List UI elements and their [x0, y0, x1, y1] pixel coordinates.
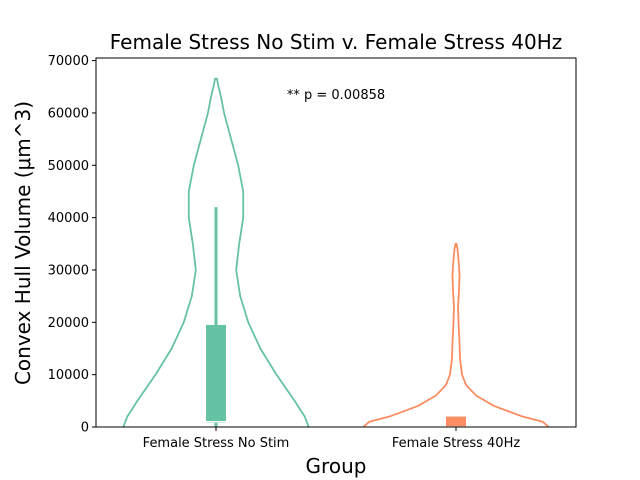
- x-tick-label: Female Stress No Stim: [143, 436, 290, 451]
- y-tick-label: 40000: [48, 211, 89, 226]
- axes: 0 10000 20000 30000 40000 50000 60000 70000 Fema…: [48, 54, 577, 451]
- x-axis-label: Group: [306, 454, 367, 478]
- violin-group: [362, 242, 550, 428]
- violin-outline: [362, 242, 550, 428]
- iqr-box: [206, 324, 226, 423]
- y-tick-label: 50000: [48, 159, 89, 174]
- y-tick-label: 0: [81, 421, 89, 436]
- plot-area: [122, 78, 550, 428]
- y-tick-label: 30000: [48, 263, 89, 278]
- plot-frame: [95, 57, 577, 428]
- x-tick-label: Female Stress 40Hz: [392, 436, 521, 451]
- y-tick-label: 20000: [48, 316, 89, 331]
- y-axis-label: Convex Hull Volume (μm^3): [11, 101, 35, 385]
- y-tick-label: 10000: [48, 368, 89, 383]
- y-tick-label: 70000: [48, 54, 89, 69]
- y-tick-label: 60000: [48, 106, 89, 121]
- iqr-box: [446, 416, 466, 427]
- p-value-annotation: ** p = 0.00858: [287, 88, 385, 103]
- violin-outline: [122, 78, 310, 428]
- chart-title: Female Stress No Stim v. Female Stress 4…: [110, 30, 562, 54]
- violin-group: [122, 78, 310, 428]
